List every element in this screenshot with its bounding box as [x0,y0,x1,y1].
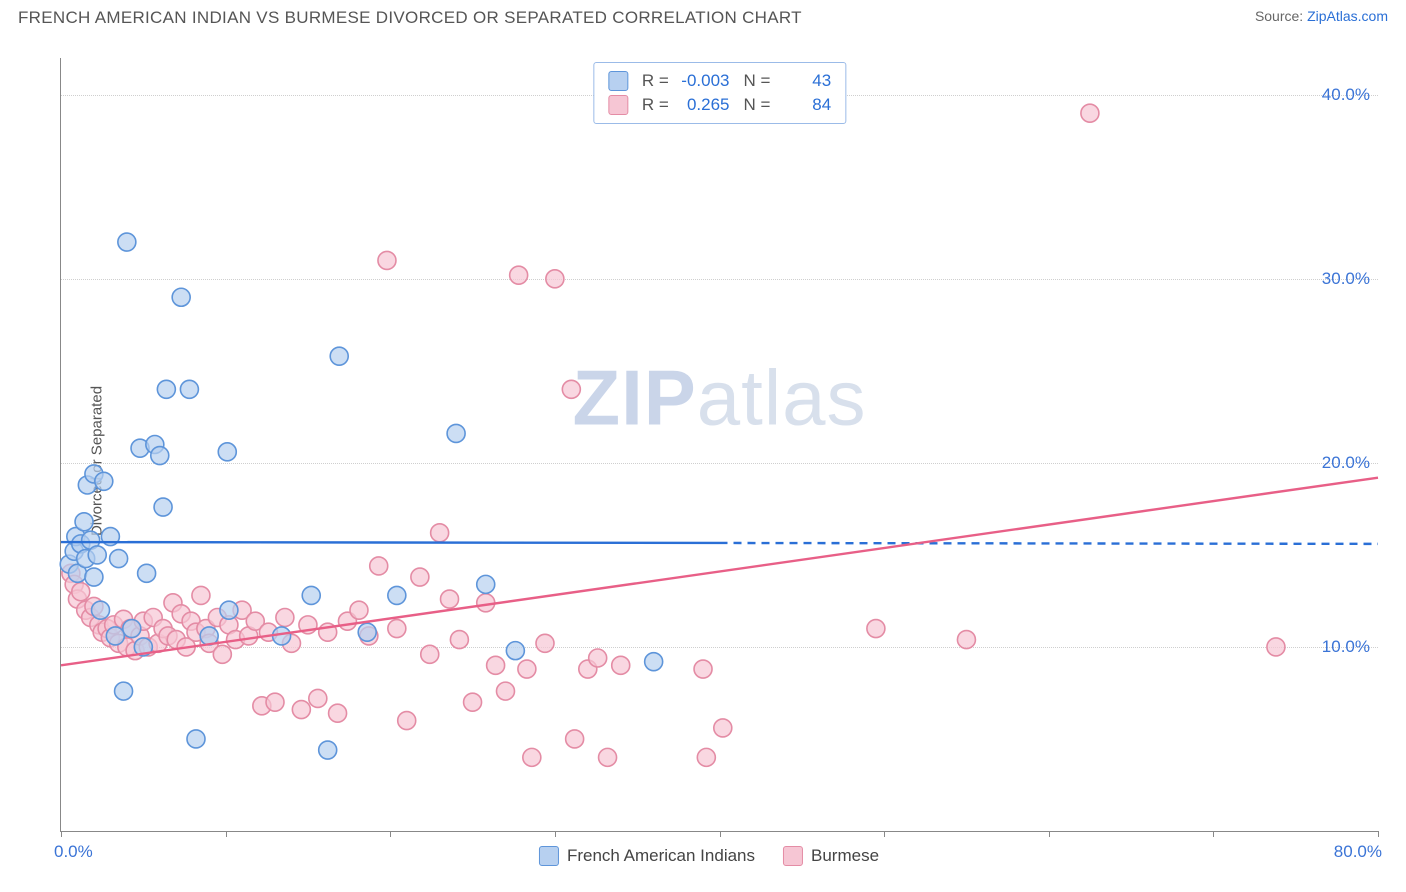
legend-swatch-series-2 [783,846,803,866]
x-tick [390,831,391,837]
legend-item-series-1: French American Indians [539,846,755,866]
legend-label-series-2: Burmese [811,846,879,866]
legend-stats-row-2: R = 0.265 N = 84 [608,93,831,117]
legend-item-series-2: Burmese [783,846,879,866]
legend-label-series-1: French American Indians [567,846,755,866]
legend-swatch-series-1 [608,71,628,91]
x-tick [1378,831,1379,837]
x-tick [226,831,227,837]
x-tick [720,831,721,837]
n-value-series-1: 43 [775,69,831,93]
x-tick-label-max: 80.0% [1334,842,1382,862]
x-tick [1049,831,1050,837]
source-attribution: Source: ZipAtlas.com [1255,8,1388,24]
x-tick-label-min: 0.0% [54,842,93,862]
x-tick [61,831,62,837]
x-tick [884,831,885,837]
r-value-series-1: -0.003 [674,69,730,93]
n-label: N = [744,71,776,90]
source-link[interactable]: ZipAtlas.com [1307,8,1388,24]
legend-stats-row-1: R = -0.003 N = 43 [608,69,831,93]
legend-swatch-series-1 [539,846,559,866]
n-label: N = [744,95,776,114]
chart-title: FRENCH AMERICAN INDIAN VS BURMESE DIVORC… [18,8,802,28]
x-tick [555,831,556,837]
n-value-series-2: 84 [775,93,831,117]
legend-stats: R = -0.003 N = 43 R = 0.265 N = 84 [593,62,846,124]
chart-container: Divorced or Separated ZIPatlas R = -0.00… [30,50,1388,872]
x-tick [1213,831,1214,837]
source-prefix: Source: [1255,8,1307,24]
plot-area: ZIPatlas R = -0.003 N = 43 R = 0.265 N =… [60,58,1378,832]
legend-swatch-series-2 [608,95,628,115]
r-label: R = [642,95,674,114]
trend-lines [61,58,1378,831]
legend-series: French American Indians Burmese [539,846,879,866]
r-label: R = [642,71,674,90]
r-value-series-2: 0.265 [674,93,730,117]
